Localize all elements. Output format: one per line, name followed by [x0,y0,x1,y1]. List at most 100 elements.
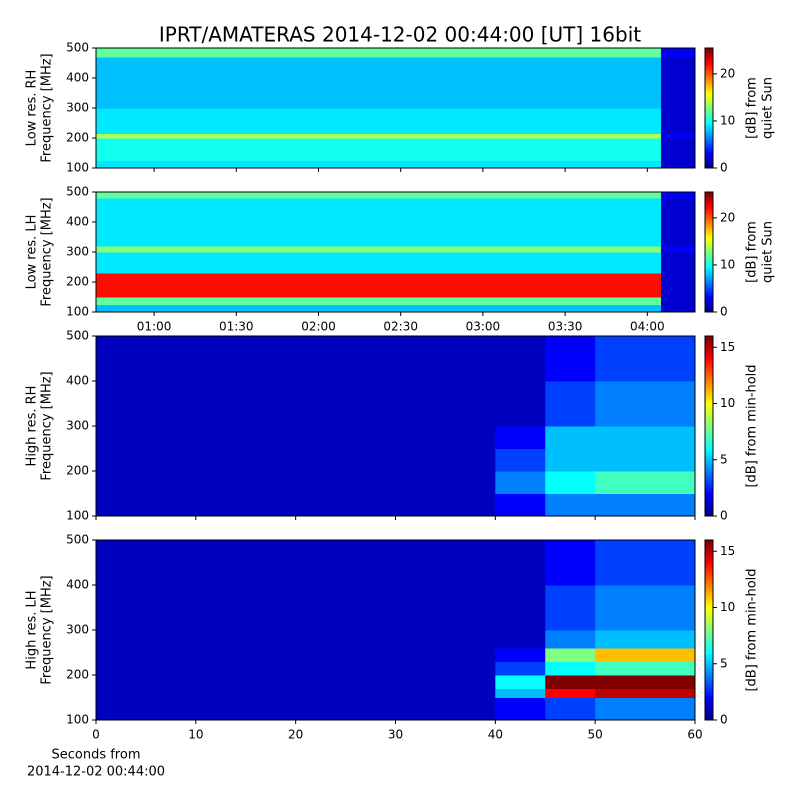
colorbar-step [705,86,713,89]
x-tick-label: 02:30 [383,320,418,334]
colorbar-step [705,240,713,243]
x-tick-label: 02:00 [301,320,336,334]
heatmap-cell [96,630,297,649]
colorbar-step [705,286,713,289]
heatmap-cell [96,48,662,58]
colorbar-step [705,558,713,562]
heatmap-cell [295,493,496,517]
colorbar-step [705,230,713,233]
colorbar-step [705,408,713,412]
colorbar-step [705,82,713,85]
colorbar-step [705,714,713,718]
colorbar-step [705,160,713,163]
colorbar-step [705,192,713,195]
heatmap-cell [295,426,496,449]
heatmap-cell [495,426,546,449]
colorbar-step [705,70,713,73]
colorbar-tick-label: 5 [720,656,728,670]
colorbar-step [705,128,713,131]
colorbar-step [705,90,713,93]
colorbar-step [705,58,713,61]
colorbar-step [705,489,713,493]
y-tick-label: 200 [66,464,89,478]
heatmap-cell [495,493,546,517]
colorbar-step [705,284,713,287]
colorbar-tick-label: 10 [720,600,735,614]
colorbar-step [705,260,713,263]
colorbar-step [705,246,713,249]
colorbar-step [705,206,713,209]
colorbar-frame [704,539,714,721]
colorbar-step [705,498,713,502]
heatmap-cell [495,675,546,689]
y-tick-label: 500 [66,41,89,55]
colorbar-step [705,80,713,83]
colorbar-step [705,621,713,625]
colorbar-tick-label: 15 [720,544,735,558]
heatmap-cell [545,448,596,472]
x-tick-label: 03:30 [548,320,583,334]
colorbar-step [705,126,713,129]
colorbar-step [705,417,713,421]
y-tick-label: 100 [66,161,89,175]
colorbar-step [705,266,713,269]
y-axis-label: High res. RH [25,386,40,467]
colorbar-step [705,510,713,514]
heatmap-cell [96,57,662,109]
heatmap-cell [545,697,596,721]
colorbar-step [705,420,713,424]
colorbar-step [705,78,713,81]
colorbar-step [705,68,713,71]
colorbar-step [705,268,713,271]
colorbar-step [705,543,713,547]
heatmap-cell [495,661,546,676]
heatmap-cell [96,108,662,134]
x-tick-label: 03:00 [466,320,501,334]
heatmap-cell [96,133,662,139]
colorbar-step [705,591,713,595]
colorbar-step [705,672,713,676]
colorbar-step [705,134,713,137]
colorbar-step [705,290,713,293]
heatmap-cell [595,493,696,517]
colorbar-step [705,228,713,231]
colorbar-step [705,705,713,709]
heatmap-cell [295,540,496,586]
colorbar-step [705,597,713,601]
colorbar-step [705,140,713,143]
colorbar-step [705,112,713,115]
heatmap-cell [545,336,596,382]
colorbar-step [705,154,713,157]
colorbar-step [705,116,713,119]
colorbar-label: [dB] from [745,221,760,283]
heatmap-cell [661,108,696,134]
heatmap-cell [595,448,696,472]
colorbar-tick-label: 15 [720,340,735,354]
heatmap-cell [295,688,496,698]
x-tick-label: 01:00 [137,320,172,334]
colorbar-step [705,254,713,257]
colorbar-step [705,62,713,65]
x-tick-label: 04:00 [630,320,665,334]
colorbar-step [705,549,713,553]
heatmap-cell [96,493,297,517]
y-tick-label: 200 [66,275,89,289]
y-axis-label: Low res. RH [25,70,40,147]
heatmap-cell [545,493,596,517]
heatmap-cell [96,585,297,631]
colorbar-step [705,52,713,55]
heatmap-cell [545,630,596,649]
colorbar-step [705,552,713,556]
colorbar-step [705,633,713,637]
colorbar-step [705,218,713,221]
colorbar-step [705,363,713,367]
heatmap-cell [661,160,696,169]
heatmap-cell [545,648,596,662]
colorbar-step [705,642,713,646]
colorbar-label: [dB] from min-hold [745,364,760,487]
colorbar-step [705,504,713,508]
colorbar-step [705,648,713,652]
heatmap-cell [96,336,297,382]
colorbar-step [705,432,713,436]
colorbar-step [705,495,713,499]
